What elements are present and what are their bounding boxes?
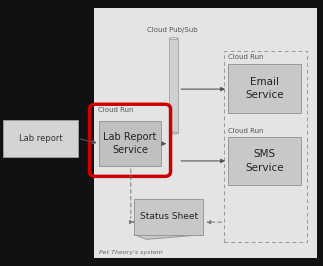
Ellipse shape: [169, 132, 178, 134]
FancyBboxPatch shape: [3, 120, 78, 157]
Text: Cloud Run: Cloud Run: [228, 128, 264, 134]
FancyBboxPatch shape: [228, 64, 301, 113]
Text: Pet Theory's system: Pet Theory's system: [99, 250, 162, 255]
Bar: [169, 39, 178, 133]
Polygon shape: [134, 235, 203, 239]
Text: Cloud Run: Cloud Run: [98, 107, 133, 113]
Bar: [224, 51, 307, 242]
Bar: [94, 8, 317, 258]
FancyBboxPatch shape: [99, 121, 161, 166]
Text: Lab report: Lab report: [18, 134, 62, 143]
Text: SMS
Service: SMS Service: [245, 149, 284, 173]
Text: Cloud Pub/Sub: Cloud Pub/Sub: [148, 27, 198, 33]
Text: Cloud Run: Cloud Run: [228, 54, 264, 60]
FancyBboxPatch shape: [228, 137, 301, 185]
Text: Status Sheet: Status Sheet: [140, 212, 198, 221]
Text: Lab Report
Service: Lab Report Service: [103, 132, 157, 155]
FancyBboxPatch shape: [134, 199, 203, 235]
Text: Email
Service: Email Service: [245, 77, 284, 100]
Ellipse shape: [169, 38, 178, 39]
